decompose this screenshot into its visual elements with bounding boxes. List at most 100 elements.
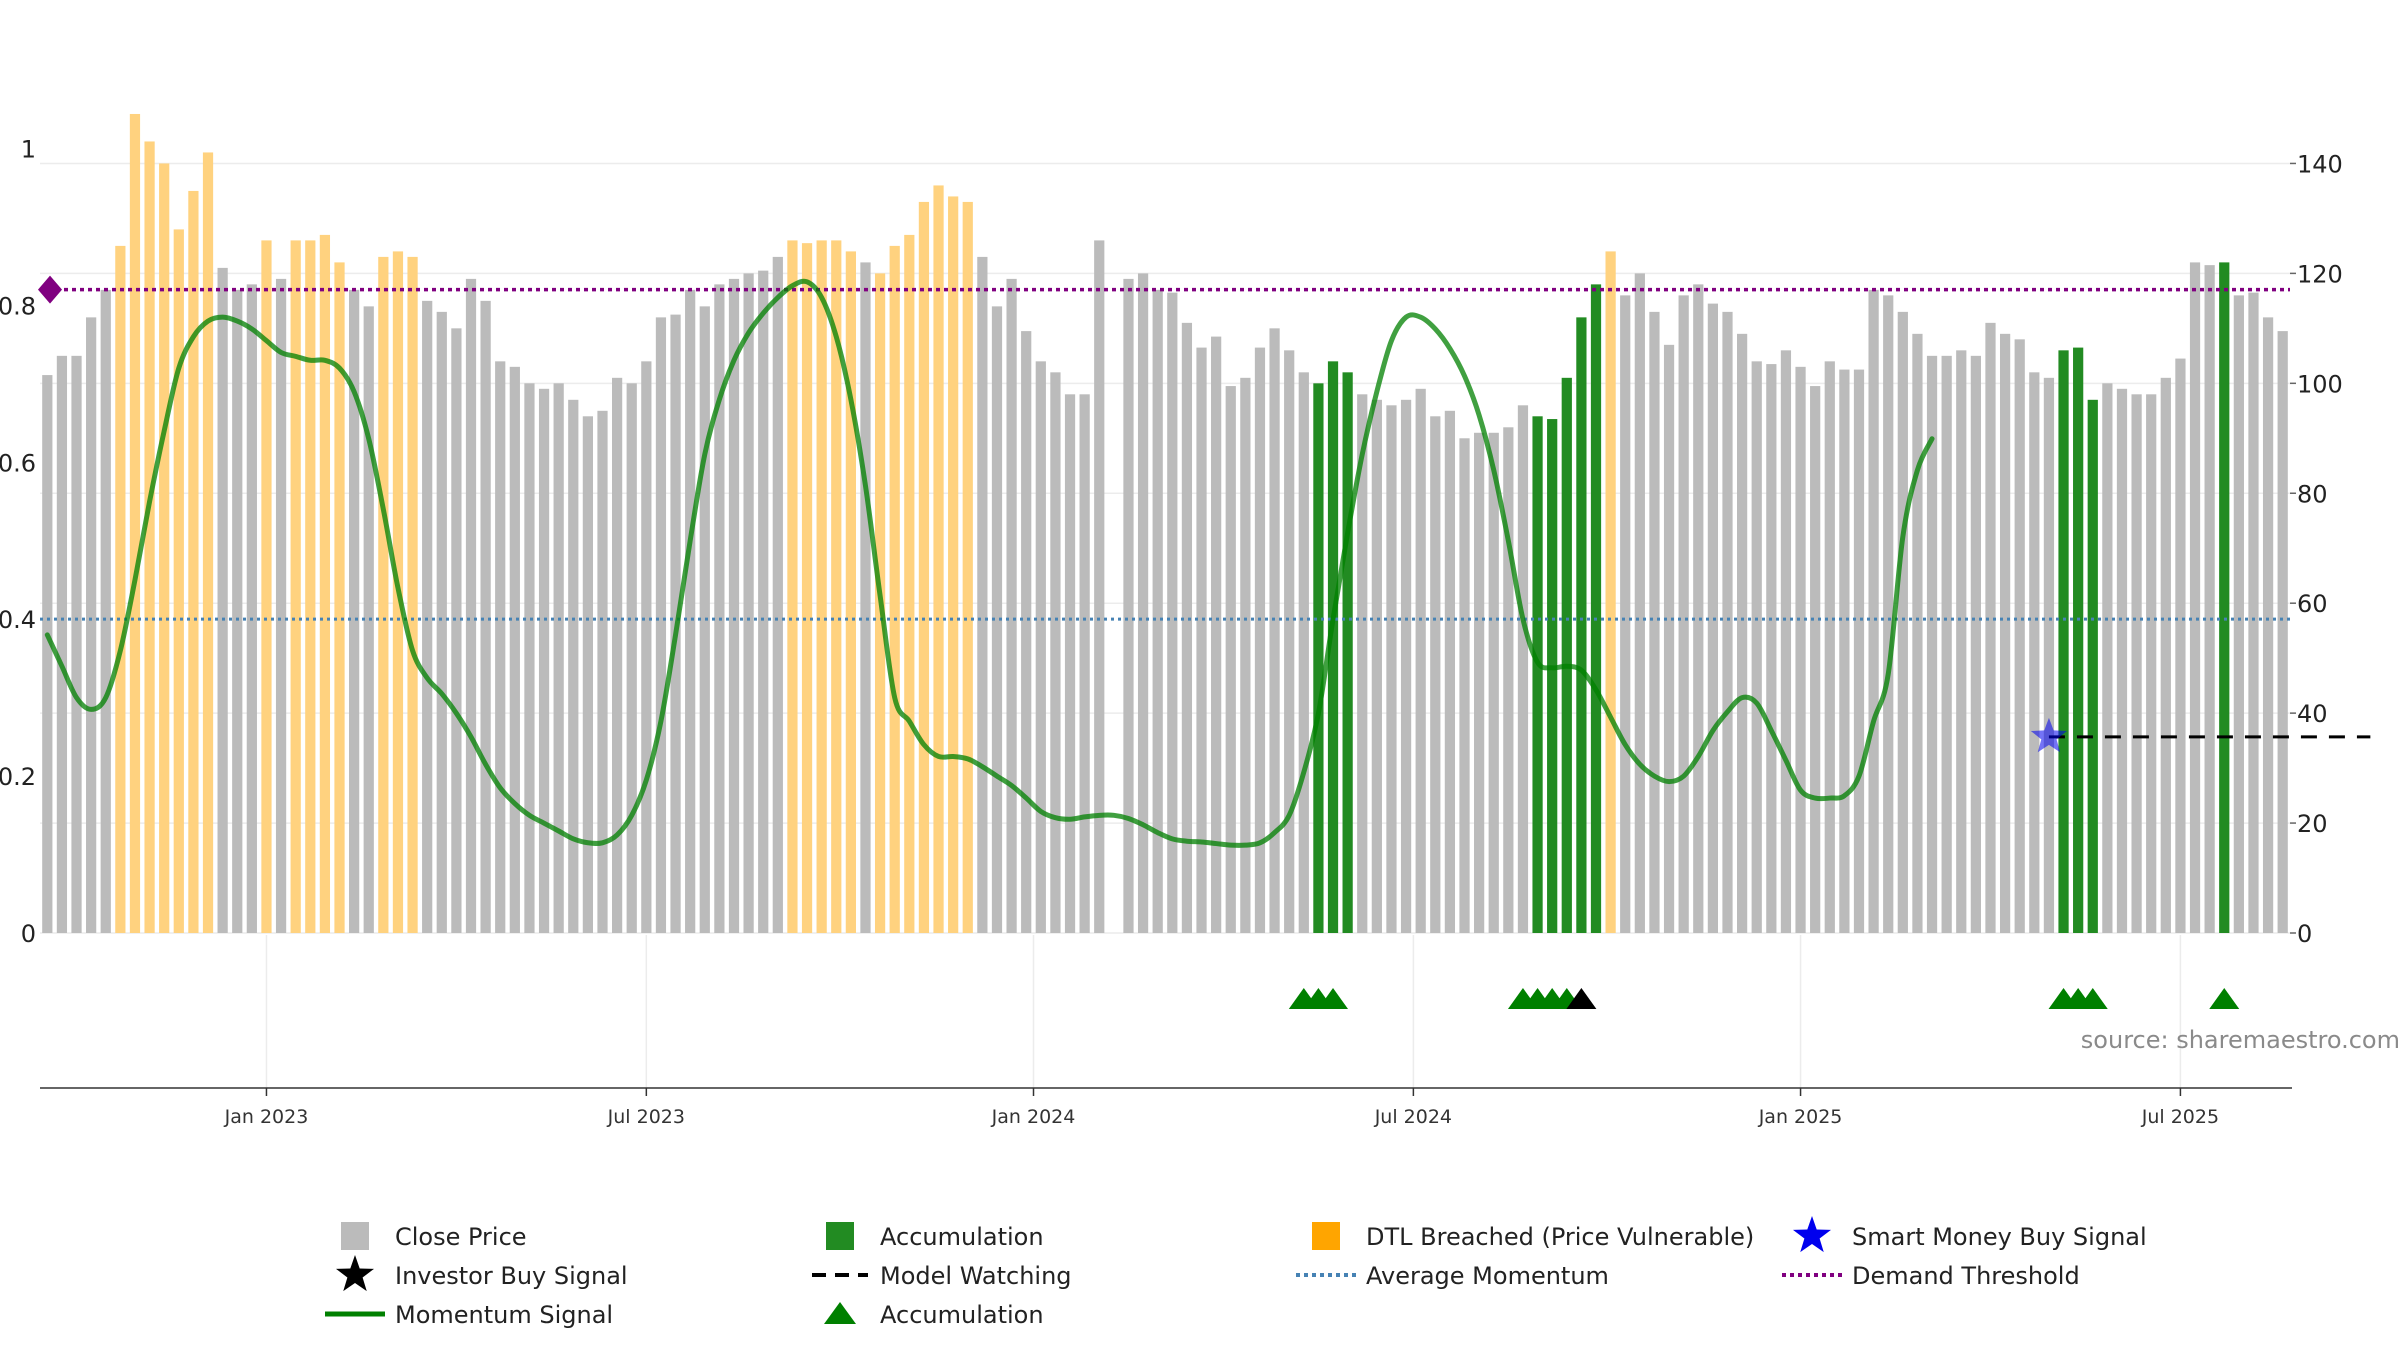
close-price-bar: [349, 289, 360, 933]
close-price-bar: [1284, 350, 1295, 933]
accumulation-bar: [1561, 377, 1572, 933]
dtl-breached-bar: [904, 234, 915, 933]
close-price-bar: [611, 377, 623, 933]
dtl-breached-bar: [159, 163, 170, 933]
legend-label: Accumulation: [880, 1223, 1044, 1251]
legend-item: Close Price: [341, 1222, 527, 1251]
dtl-breached-bar: [962, 201, 973, 933]
close-price-bar: [1050, 372, 1061, 933]
close-price-bar: [1736, 333, 1748, 933]
right-tick-label: 40: [2297, 700, 2328, 728]
close-price-bar: [1853, 369, 1865, 934]
close-price-bar: [1298, 372, 1309, 933]
dtl-breached-bar: [918, 201, 930, 933]
close-price-bar: [1181, 322, 1193, 933]
dtl-breached-bar: [889, 245, 900, 934]
close-price-bar: [217, 267, 228, 933]
dtl-breached-bar: [1605, 251, 1616, 933]
close-price-bar: [1474, 432, 1485, 933]
accumulation-triangle: [2077, 988, 2108, 1009]
close-price-bar: [1678, 295, 1689, 934]
close-price-bar: [1897, 311, 1908, 933]
close-price-bar: [1693, 284, 1704, 933]
accumulation-triangle: [2209, 988, 2240, 1009]
close-price-bar: [977, 256, 988, 933]
close-price-bar: [1006, 278, 1017, 933]
dtl-breached-bar: [188, 190, 199, 933]
dtl-breached-bar: [261, 240, 272, 934]
close-price-bar: [1780, 350, 1792, 933]
legend-item: DTL Breached (Price Vulnerable): [1312, 1222, 1754, 1251]
close-price-bar: [728, 278, 740, 933]
close-price-bar: [1810, 386, 1821, 933]
grid-layer: [40, 162, 2290, 1088]
close-price-bar: [495, 361, 506, 934]
close-price-bar: [772, 256, 783, 933]
left-tick-label: 0: [21, 920, 36, 948]
dtl-breached-bar: [144, 141, 155, 933]
close-price-bar: [1064, 394, 1076, 933]
close-price-bar: [1444, 410, 1456, 933]
legend-label: Average Momentum: [1366, 1262, 1609, 1290]
legend-item: Smart Money Buy Signal: [1792, 1216, 2147, 1253]
close-price-bar: [1371, 399, 1382, 933]
close-price-bar: [1137, 273, 1149, 933]
close-price-bar: [597, 410, 608, 933]
legend-item: Accumulation: [824, 1301, 1044, 1329]
accumulation-bar: [1576, 317, 1587, 933]
dtl-breached-bar: [334, 262, 345, 933]
right-tick-label: 80: [2297, 480, 2328, 508]
close-price-bar: [1956, 350, 1967, 933]
close-price-bar: [1795, 366, 1806, 934]
right-tick-label: 120: [2297, 260, 2343, 288]
close-price-bar: [1751, 361, 1762, 934]
legend-item: Momentum Signal: [325, 1301, 613, 1329]
x-tick-label: Jul 2023: [607, 1106, 685, 1128]
close-price-bar: [1079, 394, 1090, 933]
close-price-bar: [641, 361, 652, 934]
close-price-bar: [1663, 344, 1675, 933]
close-price-bar: [275, 278, 287, 933]
close-price-bar: [1430, 416, 1441, 933]
close-price-bar: [2043, 377, 2055, 933]
legend-triangle: [824, 1302, 856, 1324]
close-price-bar: [2146, 394, 2157, 933]
x-tick-label: Jan 2025: [1758, 1106, 1843, 1128]
close-price-bar: [480, 300, 491, 934]
close-price-bar: [1357, 394, 1368, 933]
legend-item: Model Watching: [812, 1262, 1072, 1290]
accumulation-bar: [1590, 284, 1602, 933]
x-tick-label: Jul 2025: [2141, 1106, 2219, 1128]
right-tick-label: 0: [2297, 920, 2312, 948]
legend-label: Investor Buy Signal: [395, 1262, 628, 1290]
close-price-bar: [685, 289, 696, 933]
legend-item: Average Momentum: [1296, 1262, 1609, 1290]
close-price-bar: [758, 270, 769, 933]
right-tick-label: 60: [2297, 590, 2328, 618]
close-price-bar: [363, 306, 374, 934]
close-price-bar: [538, 388, 550, 933]
close-price-bar: [56, 355, 68, 934]
accumulation-bar: [2073, 347, 2084, 933]
close-price-bar: [743, 273, 754, 933]
close-price-bar: [465, 278, 477, 933]
legend-item: Investor Buy Signal: [335, 1255, 628, 1292]
close-price-bar: [860, 262, 871, 933]
legend-item: Accumulation: [826, 1222, 1044, 1251]
smart-money-buy-signal: [2030, 717, 2067, 753]
right-tick-label: 140: [2297, 150, 2343, 178]
close-price-bar: [1868, 289, 1879, 933]
close-price-bar: [2262, 317, 2274, 933]
dtl-breached-bar: [831, 240, 842, 934]
accumulation-bar: [2087, 399, 2098, 933]
legend-star: [1792, 1216, 1832, 1253]
accumulation-bar: [1313, 383, 1324, 933]
close-price-bar: [2189, 262, 2201, 933]
close-price-bar: [422, 300, 433, 934]
close-price-bar: [1503, 427, 1514, 933]
close-price-bar: [1926, 355, 1938, 934]
legend-label: Accumulation: [880, 1301, 1044, 1329]
close-price-bar: [1634, 273, 1645, 933]
close-price-bar: [1386, 405, 1397, 933]
